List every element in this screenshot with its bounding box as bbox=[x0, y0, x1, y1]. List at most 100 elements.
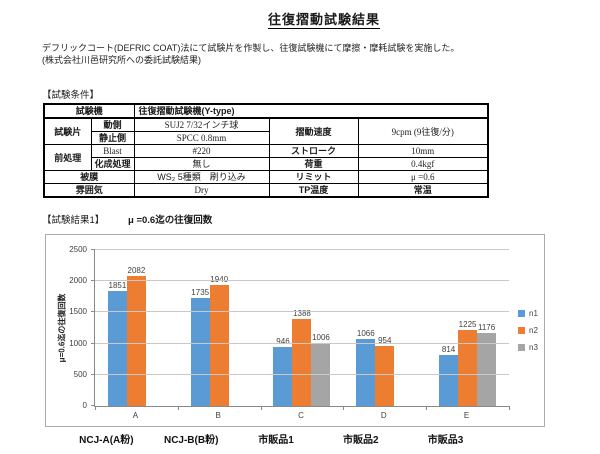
gridline bbox=[95, 342, 509, 344]
chart-legend: n1 n2 n3 bbox=[518, 309, 538, 360]
y-tick-label: 500 bbox=[73, 369, 87, 379]
legend-item: n3 bbox=[518, 343, 538, 352]
bar-value-label: 1066 bbox=[356, 329, 375, 339]
cell-blast-value: #220 bbox=[133, 144, 270, 158]
bar-n1: 814 bbox=[439, 345, 459, 406]
legend-item: n1 bbox=[518, 309, 538, 318]
bar-groups: 1851208217351940946138810061066954814122… bbox=[95, 250, 509, 406]
y-tick-label: 2000 bbox=[69, 276, 87, 286]
conditions-header: 【試験条件】 bbox=[42, 90, 100, 101]
bar-n3: 1176 bbox=[477, 323, 497, 406]
product-labels-row: NCJ-A(A粉) NCJ-B(B粉) 市販品1 市販品2 市販品3 bbox=[64, 431, 488, 446]
category-label: A bbox=[132, 411, 139, 420]
bar-n1: 1735 bbox=[190, 288, 210, 406]
cell-speed-value: 9cpm (9往復/分) bbox=[357, 117, 489, 145]
x-tick-mark bbox=[95, 406, 96, 410]
bar-value-label: 1940 bbox=[210, 275, 228, 284]
bar-value-label: 814 bbox=[441, 345, 456, 355]
category-label: B bbox=[215, 411, 221, 420]
document-title-text: 往復摺動試験結果 bbox=[267, 12, 380, 29]
cell-limit-value: μ =0.6 bbox=[357, 170, 489, 184]
cell-machine-label: 試験機 bbox=[43, 103, 135, 119]
bar-value-label: 2082 bbox=[127, 266, 146, 276]
bar-chart: μ=0.6迄の往復回数 0 500 1000 1500 2000 2500 1851 208… bbox=[45, 234, 545, 427]
bar-n2: 1940 bbox=[209, 275, 229, 406]
cell-atmosphere-value: Dry bbox=[133, 183, 270, 198]
cell-chem-label: 化成処理 bbox=[90, 157, 135, 171]
x-tick-mark bbox=[426, 406, 428, 410]
bar-n2: 1388 bbox=[292, 309, 312, 406]
cell-stroke-value: 10mm bbox=[357, 144, 489, 158]
product-label: NCJ-A(A粉) bbox=[79, 435, 134, 446]
category-label: D bbox=[380, 411, 387, 420]
gridline bbox=[95, 311, 509, 313]
category-label: E bbox=[463, 411, 470, 420]
legend-label: n3 bbox=[529, 343, 538, 352]
y-tick-mark bbox=[91, 249, 95, 250]
plot-area: 1851208217351940946138810061066954814122… bbox=[91, 249, 510, 410]
results-subtitle: μ =0.6迄の往復回数 bbox=[128, 215, 213, 226]
conditions-table: 試験機 往復摺動試験機(Y-type) 試験片 動側 SUJ2 7/32インチ球… bbox=[43, 103, 489, 198]
intro-line-1: デフリックコート(DEFRIC COAT)法にて試験片を作製し、往復試験機にて摩… bbox=[42, 43, 460, 53]
bar-slot: 954 bbox=[375, 336, 395, 406]
cell-moving-value: SUJ2 7/32インチ球 bbox=[133, 117, 270, 132]
bar-group: 1851 2082 bbox=[95, 250, 178, 406]
bar-group: 1066 954 bbox=[343, 250, 426, 406]
cell-moving-label: 動側 bbox=[90, 117, 135, 132]
bar-group: 946 1388 1006 bbox=[261, 250, 344, 406]
bar-slot: 1388 bbox=[292, 309, 312, 406]
bar-n1: 1851 bbox=[107, 281, 127, 406]
bar-n2: 954 bbox=[375, 336, 395, 406]
legend-item: n2 bbox=[518, 326, 538, 335]
bar-group: 814 1225 1176 bbox=[426, 250, 509, 406]
x-tick-mark bbox=[177, 406, 179, 410]
results-header: 【試験結果1】 bbox=[42, 215, 105, 226]
cell-blast-label: Blast bbox=[90, 144, 135, 158]
category-axis: A B C D E bbox=[94, 411, 508, 420]
product-label: 市販品3 bbox=[427, 435, 464, 446]
cell-pretreat-label: 前処理 bbox=[43, 144, 92, 171]
product-label: 市販品1 bbox=[258, 435, 294, 446]
cell-chem-value: 無し bbox=[133, 157, 270, 171]
cell-machine-value: 往復摺動試験機(Y-type) bbox=[133, 103, 489, 119]
legend-label: n1 bbox=[529, 309, 538, 318]
gridline bbox=[95, 249, 509, 250]
intro-line-2: (株式会社川邑研究所への委託試験結果) bbox=[42, 55, 201, 65]
bar-value-label: 1006 bbox=[312, 333, 330, 343]
bar-slot: 1851 bbox=[107, 281, 127, 406]
legend-swatch-icon bbox=[518, 344, 525, 351]
intro-paragraph: デフリックコート(DEFRIC COAT)法にて試験片を作製し、往復試験機にて摩… bbox=[42, 42, 582, 66]
gridline bbox=[95, 373, 509, 375]
cell-specimen-label: 試験片 bbox=[43, 117, 92, 145]
category-label: C bbox=[298, 411, 304, 420]
bar-group: 17351940 bbox=[178, 250, 261, 406]
bar-value-label: 1225 bbox=[458, 319, 477, 329]
bar-n1: 1066 bbox=[356, 329, 376, 406]
bar-slot: 1735 bbox=[190, 288, 210, 406]
cell-atmosphere-label: 雰囲気 bbox=[43, 183, 135, 198]
cell-tp-value: 常温 bbox=[357, 183, 489, 198]
cell-load-label: 荷重 bbox=[268, 157, 359, 171]
y-tick-label: 0 bbox=[82, 401, 87, 410]
bar-value-label: 954 bbox=[378, 336, 392, 346]
bar-slot: 1066 bbox=[356, 329, 376, 406]
y-tick-label: 2500 bbox=[69, 245, 87, 254]
y-axis-tick-labels: 0 500 1000 1500 2000 2500 bbox=[46, 245, 89, 410]
cell-coating-value: WS₂ 5種類 刷り込み bbox=[133, 170, 270, 184]
y-tick-label: 1500 bbox=[69, 307, 87, 317]
y-tick-mark bbox=[91, 342, 95, 344]
cell-load-value: 0.4kgf bbox=[357, 157, 489, 171]
y-tick-label: 1000 bbox=[69, 338, 87, 348]
bar-value-label: 1851 bbox=[108, 280, 127, 290]
bar-value-label: 1735 bbox=[191, 287, 210, 297]
bar-slot: 814 bbox=[439, 345, 459, 406]
bar-slot: 1225 bbox=[458, 320, 478, 406]
cell-stroke-label: ストローク bbox=[268, 144, 359, 158]
product-label: NCJ-B(B粉) bbox=[163, 435, 219, 446]
legend-swatch-icon bbox=[518, 310, 525, 317]
product-label: 市販品2 bbox=[343, 435, 379, 446]
bar-slot: 946 bbox=[273, 337, 293, 406]
y-tick-mark bbox=[91, 311, 95, 313]
cell-coating-label: 被膜 bbox=[43, 170, 135, 184]
